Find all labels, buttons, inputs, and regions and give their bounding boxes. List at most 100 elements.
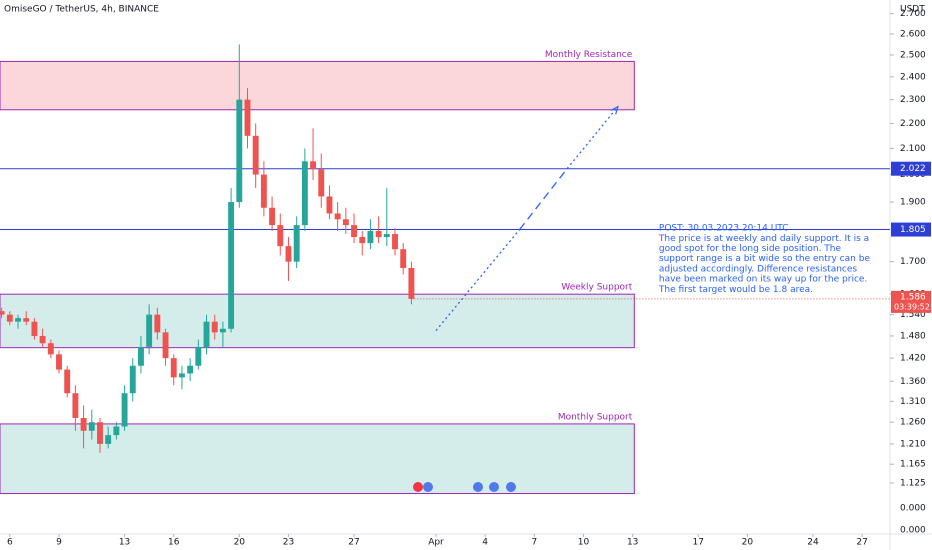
- candle-body: [105, 435, 112, 444]
- countdown-label: 03:39:52: [894, 302, 930, 311]
- y-tick-label: 1.480: [900, 331, 926, 341]
- candle-body: [375, 231, 382, 238]
- candle-body: [195, 346, 202, 366]
- candle-body: [342, 219, 349, 226]
- candle-body: [64, 369, 71, 394]
- lower-axis-label: 0.000: [900, 504, 926, 514]
- candle-body: [113, 426, 120, 436]
- x-tick-label: 4: [482, 538, 488, 548]
- candle-body: [129, 365, 136, 394]
- note-line: The first target would be 1.8 area.: [658, 285, 813, 295]
- candle-body: [269, 207, 276, 226]
- candle-body: [56, 354, 62, 370]
- x-tick-label: 24: [807, 538, 819, 548]
- projection-segment: [435, 229, 521, 331]
- event-icons: [413, 482, 516, 492]
- x-tick-label: Apr: [428, 538, 444, 548]
- x-tick-label: 20: [742, 538, 754, 548]
- x-tick-label: 20: [234, 538, 246, 548]
- candle-body: [39, 335, 46, 344]
- candle-body: [6, 314, 13, 322]
- x-tick-label: 16: [168, 538, 180, 548]
- candle-body: [162, 332, 169, 359]
- note-line: POST: 30.03.2023 20:14 UTC: [659, 224, 789, 234]
- candle-body: [285, 246, 292, 262]
- icon: [473, 482, 483, 492]
- y-tick-label: 2.500: [900, 50, 926, 60]
- candle-body: [80, 417, 87, 431]
- candle-body: [178, 373, 185, 378]
- x-tick-label: 27: [348, 538, 359, 548]
- x-tick-label: 27: [856, 538, 867, 548]
- candle-body: [146, 314, 153, 347]
- candle-body: [154, 314, 161, 333]
- candle-body: [97, 422, 103, 444]
- candle-body: [351, 225, 357, 238]
- y-tick-label: 2.400: [900, 72, 926, 82]
- price-tag-label: 1.586: [900, 292, 926, 302]
- candle-body: [88, 422, 95, 431]
- projection-arrowhead: [610, 105, 619, 115]
- y-tick-label: 1.125: [900, 478, 926, 488]
- plot: Monthly Resistance Weekly Support Monthly …: [0, 44, 890, 495]
- zone: [0, 60, 635, 111]
- x-tick-label: 9: [56, 538, 62, 548]
- candle-body: [301, 161, 308, 226]
- icon: [423, 482, 433, 492]
- y-tick-label: 1.310: [900, 397, 926, 407]
- y-tick-label: 2.200: [900, 119, 926, 129]
- candle-body: [293, 225, 300, 262]
- candle-body: [23, 318, 30, 322]
- x-tick-label: 23: [283, 538, 294, 548]
- candle-body: [236, 99, 243, 203]
- zone-label: Monthly Resistance: [545, 50, 633, 60]
- candle-body: [211, 321, 218, 333]
- axis-unit: USDT: [900, 5, 925, 15]
- candle-body: [277, 225, 284, 247]
- y-tick-label: 2.600: [900, 29, 926, 39]
- candle-body: [252, 135, 259, 175]
- x-tick-label: 13: [627, 538, 638, 548]
- y-tick-label: 1.900: [900, 198, 926, 208]
- y-tick-label: 2.300: [900, 95, 926, 105]
- candle-body: [219, 328, 226, 333]
- candle-body: [170, 358, 177, 378]
- candle-body: [408, 268, 415, 299]
- candle-body: [318, 169, 325, 197]
- candle-body: [367, 231, 374, 244]
- candle-body: [15, 318, 21, 322]
- candle-body: [326, 196, 333, 214]
- zone: [0, 423, 635, 495]
- zone-label: Monthly Support: [558, 412, 633, 422]
- note-line: have been marked on its way up for the p…: [659, 275, 867, 285]
- x-tick-label: 6: [7, 538, 13, 548]
- x-tick-label: 13: [119, 538, 130, 548]
- note-line: The price is at weekly and daily support…: [658, 234, 869, 244]
- candle-body: [228, 202, 235, 329]
- candle-body: [187, 365, 194, 374]
- y-tick-label: 1.360: [900, 377, 926, 387]
- candle-body: [392, 234, 398, 250]
- icon: [413, 482, 423, 492]
- y-tick-label: 2.700: [900, 9, 926, 19]
- y-tick-label: 2.100: [900, 144, 926, 154]
- candle-body: [72, 393, 79, 418]
- zone-label: Weekly Support: [561, 283, 632, 293]
- zone: [0, 293, 635, 349]
- chart-title: OmiseGO / TetherUS, 4h, BINANCE: [4, 5, 159, 15]
- y-tick-label: 1.210: [900, 439, 926, 449]
- x-tick-label: 7: [531, 538, 537, 548]
- candle-body: [31, 321, 38, 336]
- level-tag: [891, 161, 931, 176]
- icon: [489, 482, 499, 492]
- lower-axis-label: 0.000: [900, 526, 926, 536]
- candle-body: [121, 393, 128, 427]
- candle-body: [138, 346, 144, 366]
- candle-body: [310, 161, 317, 170]
- candle-body: [334, 213, 341, 220]
- candle-body: [383, 234, 390, 238]
- y-tick-label: 1.540: [900, 310, 926, 320]
- candle-body: [0, 311, 5, 315]
